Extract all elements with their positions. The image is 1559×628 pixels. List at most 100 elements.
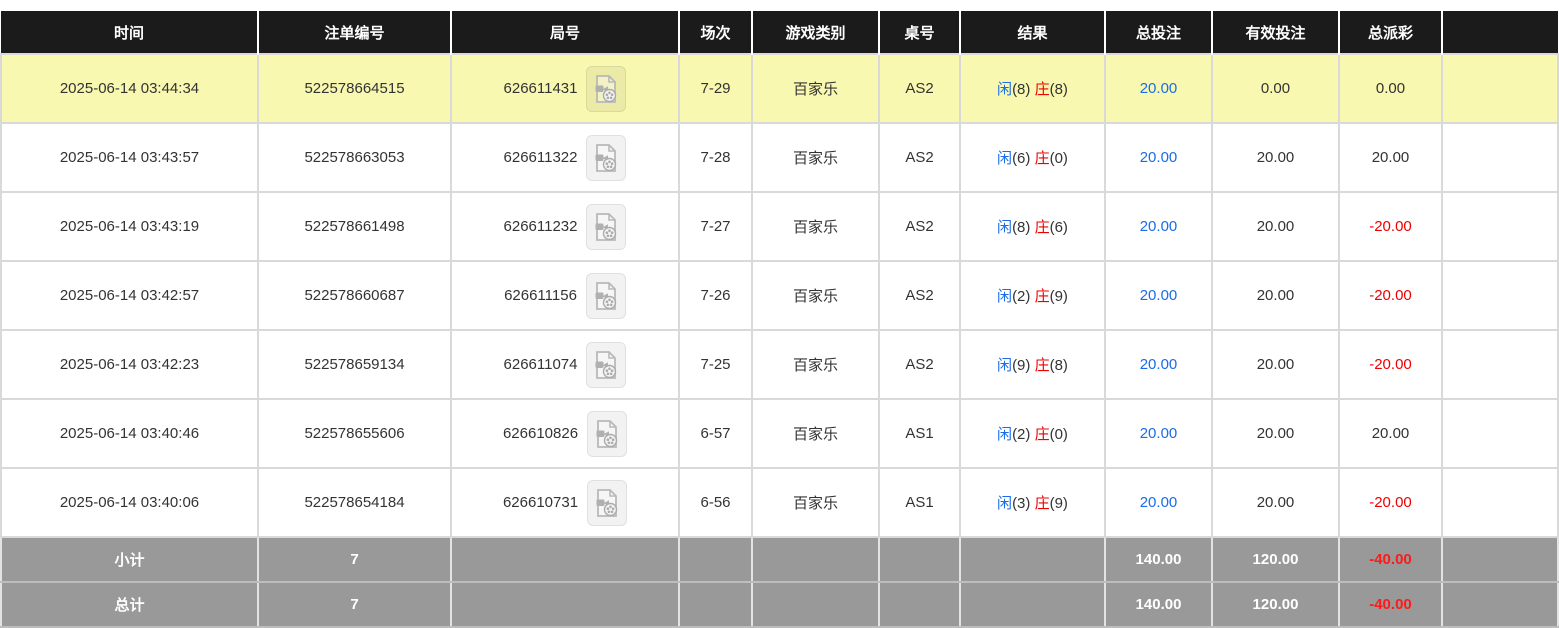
result-cell: 闲(2) 庄(9) [959, 260, 1106, 331]
table-header: 时间 注单编号 局号 场次 游戏类别 桌号 结果 总投注 有效投注 总派彩 [1, 11, 1558, 54]
game-type-cell: 百家乐 [751, 122, 880, 193]
bet-records-table: 时间 注单编号 局号 场次 游戏类别 桌号 结果 总投注 有效投注 总派彩 20… [0, 11, 1559, 628]
time-cell: 2025-06-14 03:44:34 [0, 53, 259, 124]
video-replay-button[interactable] [587, 410, 628, 457]
table-no-cell: AS2 [878, 191, 961, 262]
total-valid-bet: 120.00 [1211, 581, 1340, 628]
game-type-cell: 百家乐 [751, 329, 880, 400]
result-cell: 闲(9) 庄(8) [959, 329, 1106, 400]
table-row[interactable]: 2025-06-14 03:40:06 522578654184 6266107… [0, 467, 1559, 538]
total-label: 总计 [0, 581, 259, 628]
banker-result: 庄 [1034, 288, 1050, 305]
total-row: 总计 7 140.00 120.00 -40.00 [0, 581, 1559, 628]
round-id-text: 626611431 [503, 80, 578, 97]
header-game: 游戏类别 [751, 11, 880, 54]
payout-cell: 0.00 [1338, 53, 1443, 124]
player-result: 闲 [997, 495, 1013, 512]
payout-cell: -20.00 [1338, 191, 1443, 262]
video-replay-button[interactable] [586, 134, 627, 181]
game-type-cell: 百家乐 [751, 260, 880, 331]
player-result: 闲 [997, 150, 1013, 167]
extra-cell [1441, 398, 1559, 469]
player-result: 闲 [997, 426, 1013, 443]
video-record-file-icon [596, 488, 618, 517]
subtotal-row: 小计 7 140.00 120.00 -40.00 [0, 536, 1559, 583]
header-extra [1441, 11, 1558, 54]
video-replay-button[interactable] [585, 272, 626, 319]
payout-cell: -20.00 [1338, 329, 1443, 400]
valid-bet-cell: 20.00 [1211, 329, 1340, 400]
bet-id-cell: 522578660687 [257, 260, 452, 331]
session-cell: 7-25 [678, 329, 753, 400]
game-type-cell: 百家乐 [751, 53, 880, 124]
payout-cell: 20.00 [1338, 398, 1443, 469]
round-id-text: 626610826 [502, 425, 579, 442]
video-record-file-icon [596, 419, 618, 448]
bet-id-cell: 522578654184 [257, 467, 452, 538]
table-row[interactable]: 2025-06-14 03:40:46 522578655606 6266108… [0, 398, 1559, 469]
total-payout: -40.00 [1338, 581, 1443, 628]
total-count: 7 [257, 581, 452, 628]
player-result: 闲 [997, 357, 1013, 374]
round-id-text: 626610731 [502, 494, 579, 511]
video-replay-button[interactable] [586, 341, 627, 388]
result-cell: 闲(8) 庄(6) [959, 191, 1106, 262]
round-id-text: 626611232 [503, 218, 578, 235]
subtotal-payout: -40.00 [1338, 536, 1443, 583]
bet-id-cell: 522578655606 [257, 398, 452, 469]
round-id-text: 626611322 [503, 149, 578, 166]
session-cell: 7-27 [678, 191, 753, 262]
video-record-file-icon [595, 143, 617, 172]
valid-bet-cell: 20.00 [1211, 260, 1340, 331]
video-replay-button[interactable] [586, 65, 627, 112]
subtotal-count: 7 [257, 536, 452, 583]
time-cell: 2025-06-14 03:43:57 [0, 122, 259, 193]
session-cell: 6-57 [678, 398, 753, 469]
header-result: 结果 [959, 11, 1106, 54]
table-no-cell: AS1 [878, 467, 961, 538]
video-record-file-icon [595, 350, 617, 379]
round-id-cell: 626611431 [450, 53, 680, 124]
header-payout: 总派彩 [1338, 11, 1443, 54]
table-no-cell: AS2 [878, 329, 961, 400]
valid-bet-cell: 20.00 [1211, 122, 1340, 193]
extra-cell [1441, 329, 1559, 400]
table-row[interactable]: 2025-06-14 03:44:34 522578664515 6266114… [0, 53, 1559, 124]
round-id-cell: 626611156 [450, 260, 680, 331]
total-bet-cell: 20.00 [1104, 260, 1213, 331]
player-result: 闲 [997, 288, 1013, 305]
banker-result: 庄 [1034, 150, 1050, 167]
payout-cell: 20.00 [1338, 122, 1443, 193]
total-bet-cell: 20.00 [1104, 122, 1213, 193]
round-id-cell: 626611322 [450, 122, 680, 193]
banker-result: 庄 [1034, 357, 1050, 374]
valid-bet-cell: 20.00 [1211, 191, 1340, 262]
video-record-file-icon [595, 74, 617, 103]
bet-id-cell: 522578661498 [257, 191, 452, 262]
round-id-cell: 626610731 [450, 467, 680, 538]
time-cell: 2025-06-14 03:42:23 [0, 329, 259, 400]
table-row[interactable]: 2025-06-14 03:43:57 522578663053 6266113… [0, 122, 1559, 193]
player-result: 闲 [997, 219, 1013, 236]
bet-id-cell: 522578659134 [257, 329, 452, 400]
table-row[interactable]: 2025-06-14 03:43:19 522578661498 6266112… [0, 191, 1559, 262]
payout-cell: -20.00 [1338, 260, 1443, 331]
header-bet-id: 注单编号 [257, 11, 452, 54]
table-no-cell: AS1 [878, 398, 961, 469]
table-row[interactable]: 2025-06-14 03:42:57 522578660687 6266111… [0, 260, 1559, 331]
video-replay-button[interactable] [587, 479, 628, 526]
extra-cell [1441, 467, 1559, 538]
valid-bet-cell: 20.00 [1211, 398, 1340, 469]
extra-cell [1441, 260, 1559, 331]
total-bet-cell: 20.00 [1104, 398, 1213, 469]
video-replay-button[interactable] [586, 203, 627, 250]
subtotal-label: 小计 [0, 536, 259, 583]
video-record-file-icon [595, 281, 617, 310]
table-row[interactable]: 2025-06-14 03:42:23 522578659134 6266110… [0, 329, 1559, 400]
result-cell: 闲(2) 庄(0) [959, 398, 1106, 469]
header-session: 场次 [678, 11, 753, 54]
total-bet-cell: 20.00 [1104, 191, 1213, 262]
table-no-cell: AS2 [878, 260, 961, 331]
table-no-cell: AS2 [878, 53, 961, 124]
